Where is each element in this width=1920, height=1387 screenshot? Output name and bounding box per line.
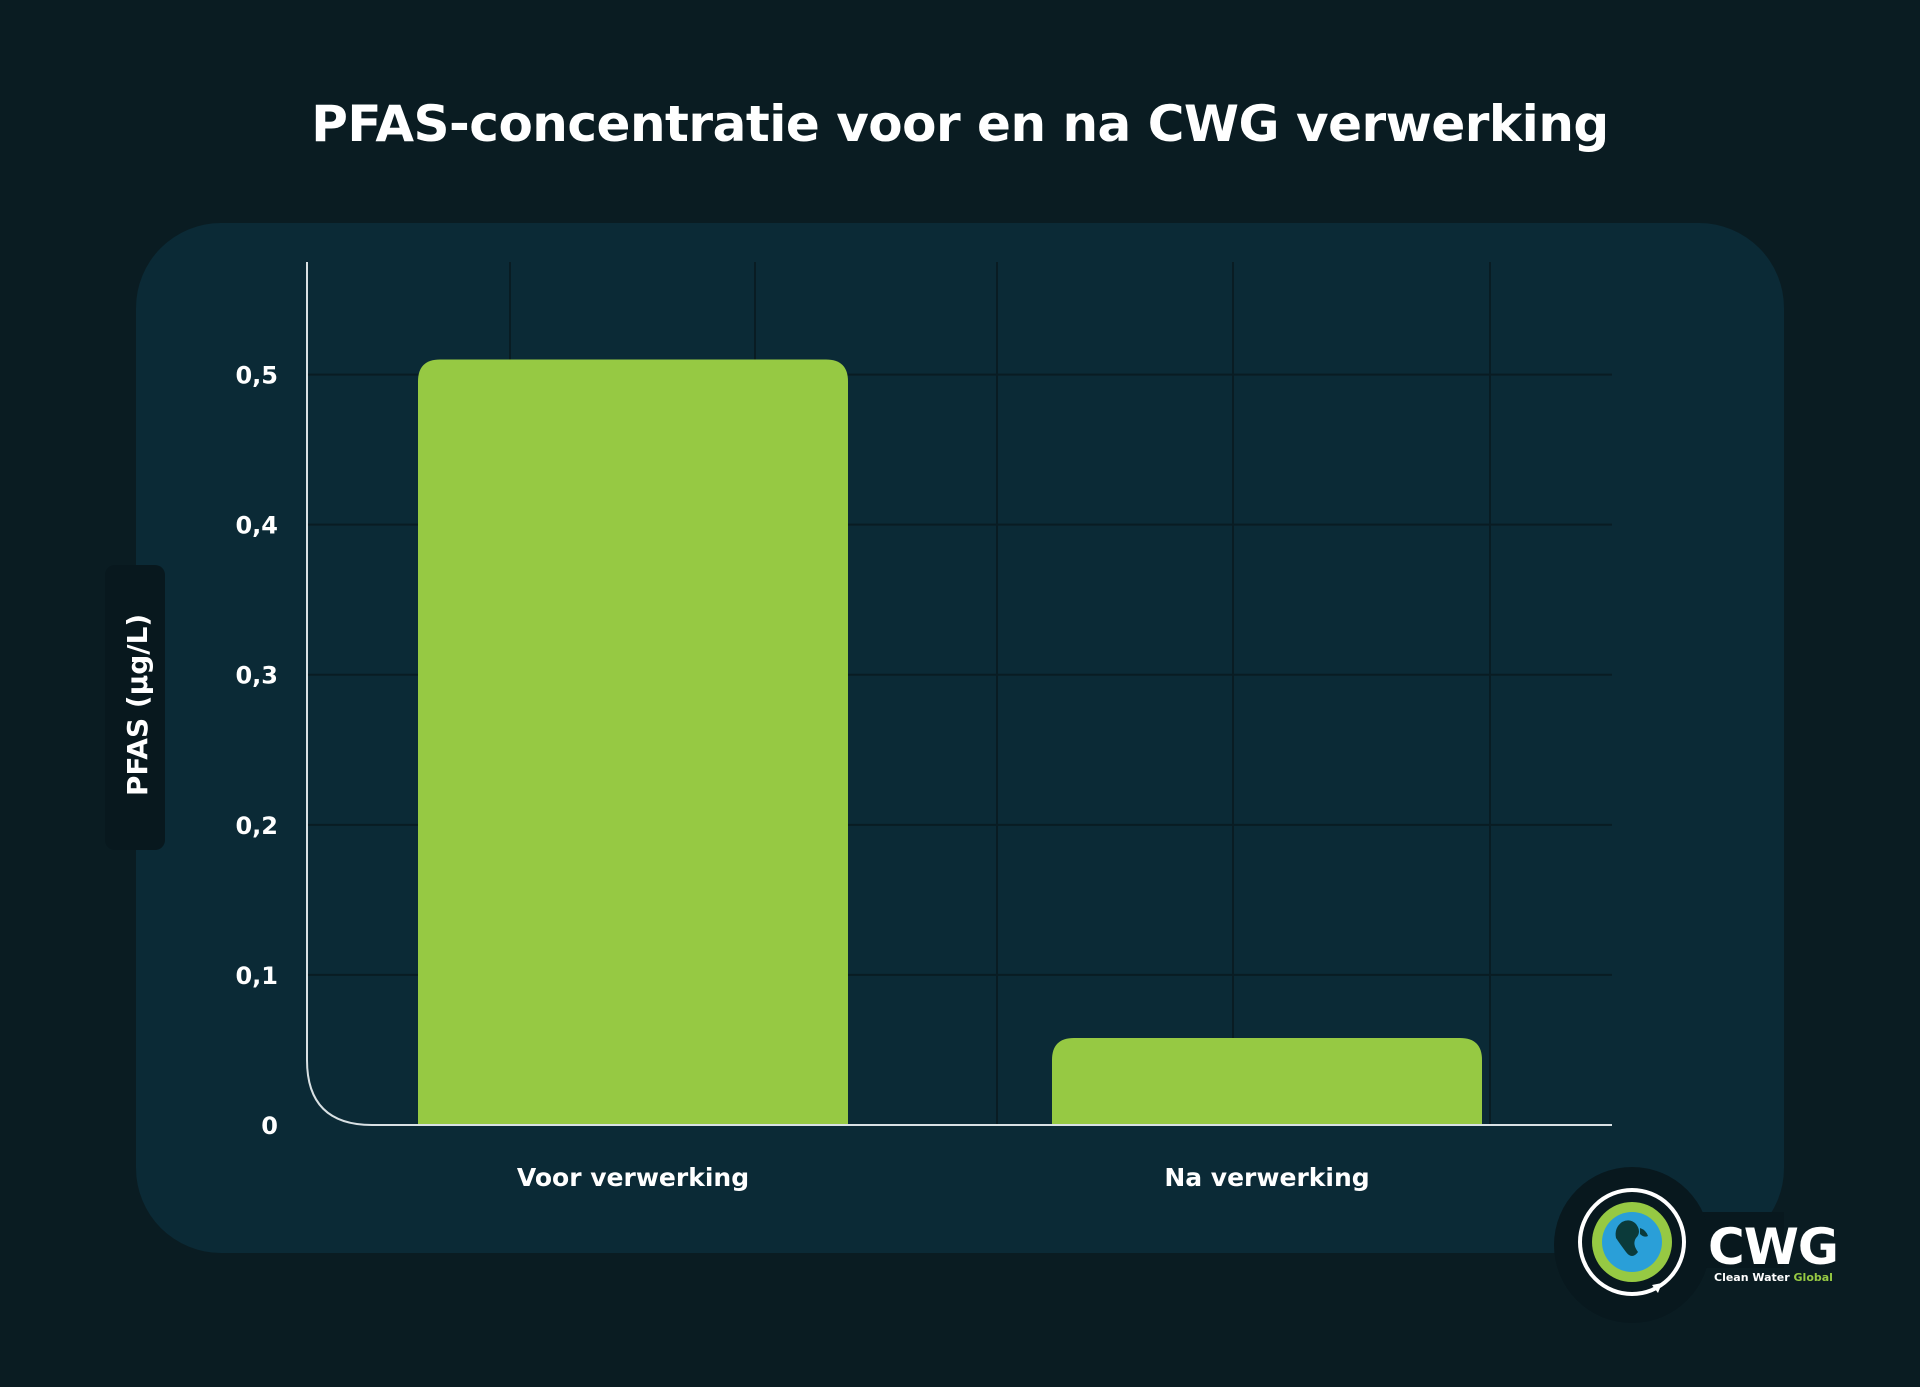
y-tick-label-4: 0,4 [235, 512, 278, 540]
y-tick-label-5: 0,5 [235, 362, 278, 390]
logo-tagline-global: Global [1793, 1271, 1833, 1284]
logo-wordmark: CWG [1708, 1218, 1839, 1276]
cwg-logo [1554, 1167, 1784, 1323]
ylabel-tab [105, 565, 165, 850]
bar-1 [1052, 1037, 1482, 1125]
globe-recycle-icon [1578, 1188, 1686, 1296]
axis-line [306, 262, 1612, 1126]
y-tick-label-0: 0 [261, 1112, 278, 1140]
bar-0 [418, 359, 848, 1125]
chart-panel [136, 223, 1784, 1253]
logo-tagline-clean-water: Clean Water [1714, 1271, 1794, 1284]
chart-title: PFAS-concentratie voor en na CWG verwerk… [311, 95, 1609, 153]
y-tick-label-3: 0,3 [235, 662, 278, 690]
y-axis-label: PFAS (μg/L) [121, 614, 154, 796]
category-label-1: Na verwerking [1164, 1163, 1369, 1192]
logo-tagline: Clean Water Global [1714, 1271, 1833, 1284]
y-tick-label-2: 0,2 [235, 812, 278, 840]
y-tick-label-1: 0,1 [235, 962, 278, 990]
category-label-0: Voor verwerking [517, 1163, 749, 1192]
